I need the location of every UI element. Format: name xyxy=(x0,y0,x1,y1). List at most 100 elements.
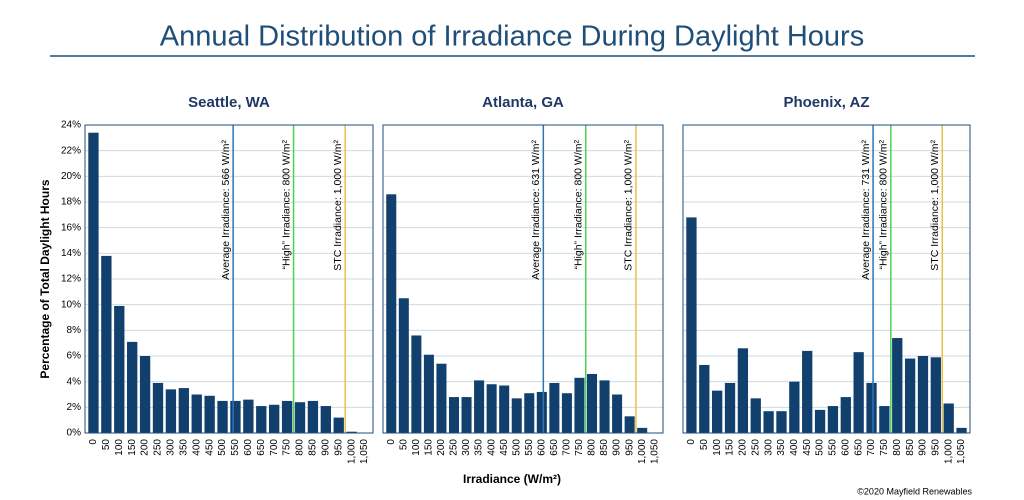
credit: ©2020 Mayfield Renewables xyxy=(857,486,972,496)
panel-title: Phoenix, AZ xyxy=(783,94,869,111)
x-tick-label: 1,000 xyxy=(637,439,648,464)
bar xyxy=(763,411,774,433)
x-tick-label: 1,000 xyxy=(346,439,357,464)
bar xyxy=(127,341,138,433)
bar xyxy=(307,400,319,433)
y-tick-label: 14% xyxy=(61,248,81,259)
x-tick-label: 450 xyxy=(499,439,510,456)
x-tick-label: 150 xyxy=(127,439,138,456)
bar xyxy=(699,364,710,433)
bar xyxy=(561,393,572,433)
bar xyxy=(866,382,877,433)
bar xyxy=(511,398,522,433)
x-tick-label: 600 xyxy=(840,439,851,456)
bar xyxy=(256,406,267,433)
y-tick-label: 24% xyxy=(61,120,81,131)
x-tick-label: 850 xyxy=(905,439,916,456)
plot-frame xyxy=(682,124,971,434)
bar xyxy=(930,357,941,433)
x-tick-label: 200 xyxy=(436,439,447,456)
x-tick-label: 700 xyxy=(562,439,573,456)
x-tick-label: 800 xyxy=(892,439,903,456)
x-tick-label: 900 xyxy=(320,439,331,456)
bar xyxy=(114,305,125,433)
bar xyxy=(574,377,585,433)
x-tick-label: 650 xyxy=(256,439,267,456)
y-tick-label: 0% xyxy=(67,428,82,439)
bar xyxy=(853,352,864,433)
reference-label: STC Irradiance: 1,000 W/m² xyxy=(929,140,941,271)
x-tick-label: 800 xyxy=(587,439,598,456)
bar xyxy=(165,389,177,433)
x-tick-label: 850 xyxy=(308,439,319,456)
bar xyxy=(101,255,112,433)
x-tick-label: 250 xyxy=(449,439,460,456)
x-tick-label: 550 xyxy=(524,439,535,456)
x-tick-label: 500 xyxy=(815,439,826,456)
bar xyxy=(724,382,736,433)
bar xyxy=(281,400,293,433)
x-tick-label: 900 xyxy=(918,439,929,456)
x-tick-label: 700 xyxy=(866,439,877,456)
bar xyxy=(612,394,623,433)
bar xyxy=(230,400,241,433)
x-tick-label: 350 xyxy=(776,439,787,456)
bar xyxy=(814,409,826,433)
reference-label: “High” Irradiance: 800 W/m² xyxy=(573,140,585,270)
reference-label: STC Irradiance: 1,000 W/m² xyxy=(332,140,344,271)
bar xyxy=(599,380,610,433)
bar xyxy=(956,427,967,433)
bar xyxy=(448,397,460,433)
bar xyxy=(436,363,447,433)
x-tick-label: 250 xyxy=(750,439,761,456)
x-tick-label: 0 xyxy=(686,439,697,445)
y-tick-label: 10% xyxy=(61,299,81,310)
x-tick-label: 300 xyxy=(461,439,472,456)
bar xyxy=(712,390,723,433)
x-tick-label: 600 xyxy=(243,439,254,456)
x-tick-label: 750 xyxy=(282,439,293,456)
x-tick-label: 500 xyxy=(511,439,522,456)
reference-label: Average Irradiance: 631 W/m² xyxy=(530,140,542,280)
x-tick-label: 950 xyxy=(930,439,941,456)
bar xyxy=(499,385,510,433)
chart-title: Annual Distribution of Irradiance During… xyxy=(160,21,864,53)
reference-label: Average Irradiance: 731 W/m² xyxy=(860,140,872,280)
bar xyxy=(461,397,472,433)
x-tick-label: 700 xyxy=(269,439,280,456)
x-tick-label: 1,000 xyxy=(943,439,954,464)
bar xyxy=(398,298,409,433)
reference-label: STC Irradiance: 1,000 W/m² xyxy=(623,140,635,271)
x-tick-label: 200 xyxy=(738,439,749,456)
bar xyxy=(474,380,485,433)
bar xyxy=(789,381,800,433)
x-tick-label: 350 xyxy=(178,439,189,456)
x-tick-label: 450 xyxy=(204,439,215,456)
bar xyxy=(943,403,954,433)
y-tick-label: 20% xyxy=(61,171,81,182)
bar xyxy=(840,397,851,433)
y-tick-label: 22% xyxy=(61,145,81,156)
x-tick-label: 450 xyxy=(802,439,813,456)
bar xyxy=(178,388,189,433)
x-tick-label: 100 xyxy=(712,439,723,456)
x-tick-label: 200 xyxy=(140,439,151,456)
bar xyxy=(88,132,99,433)
x-tick-label: 150 xyxy=(424,439,435,456)
bar xyxy=(637,427,648,433)
y-tick-label: 8% xyxy=(67,325,82,336)
bar xyxy=(346,431,357,433)
x-tick-label: 250 xyxy=(153,439,164,456)
y-tick-label: 12% xyxy=(61,274,81,285)
x-tick-label: 650 xyxy=(549,439,560,456)
bar xyxy=(139,356,151,433)
bar xyxy=(917,356,929,433)
bar xyxy=(386,194,397,433)
panel-title: Atlanta, GA xyxy=(482,94,564,111)
x-tick-label: 900 xyxy=(612,439,623,456)
x-tick-label: 50 xyxy=(398,439,409,451)
x-tick-label: 800 xyxy=(295,439,306,456)
y-axis-label: Percentage of Total Daylight Hours xyxy=(38,179,52,378)
x-tick-label: 550 xyxy=(828,439,839,456)
